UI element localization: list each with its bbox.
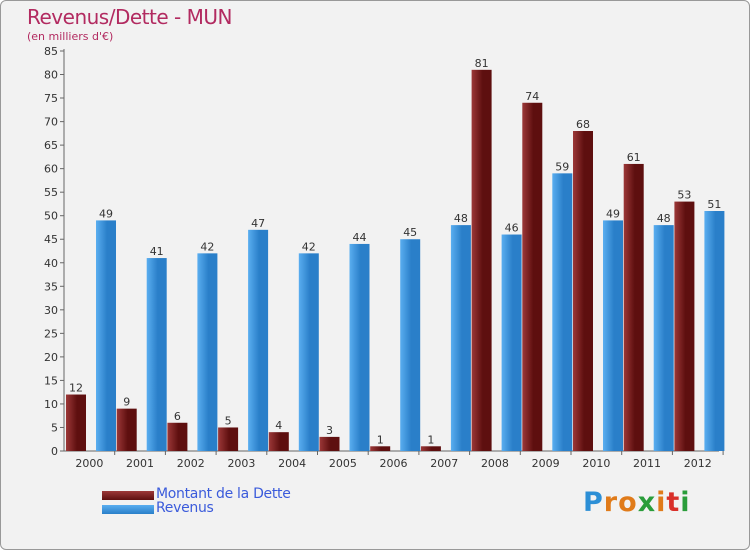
y-tick-label: 5	[51, 421, 58, 434]
bar-revenus-2010	[603, 220, 623, 451]
logo-letter: o	[618, 487, 638, 518]
y-tick-label: 40	[44, 257, 58, 270]
data-label-debt-2005: 3	[326, 424, 333, 437]
data-label-debt-2007: 1	[427, 433, 434, 446]
y-tick-label: 50	[44, 210, 58, 223]
logo-letter: i	[656, 487, 667, 518]
data-label-revenus-2007: 48	[454, 212, 468, 225]
bar-revenus-2003	[248, 229, 269, 451]
bar-debt-2002	[167, 422, 188, 451]
data-label-debt-2012: 53	[677, 189, 691, 202]
y-tick-label: 30	[44, 304, 58, 317]
data-label-debt-2006: 1	[377, 433, 384, 446]
logo-letter: x	[637, 487, 657, 518]
chart-title: Revenus/Dette - MUN	[27, 5, 232, 29]
data-label-debt-2002: 6	[174, 410, 181, 423]
bar-debt-2003	[218, 427, 239, 451]
y-tick-label: 0	[51, 445, 58, 458]
bar-revenus-2004	[298, 253, 319, 451]
bar-debt-2007	[420, 446, 441, 451]
bar-debt-2011	[623, 163, 644, 452]
legend-label-revenus: Revenus	[156, 500, 214, 516]
logo-letter: i	[680, 487, 691, 518]
bar-revenus-2001	[146, 258, 167, 451]
data-label-revenus-2006: 45	[403, 226, 417, 239]
x-tick-label: 2007	[430, 457, 458, 470]
logo-letter: t	[666, 487, 681, 518]
bar-debt-2009	[522, 102, 543, 451]
bar-debt-2004	[268, 432, 289, 451]
y-tick-label: 85	[44, 45, 58, 58]
data-label-debt-2009: 74	[525, 90, 539, 103]
x-tick-label: 2005	[329, 457, 357, 470]
x-tick-label: 2004	[278, 457, 306, 470]
y-tick-label: 35	[44, 280, 58, 293]
bar-debt-2006	[370, 446, 391, 451]
x-tick-label: 2010	[582, 457, 610, 470]
y-tick-label: 20	[44, 351, 58, 364]
data-label-debt-2004: 4	[275, 419, 282, 432]
legend-swatch-debt	[102, 491, 154, 500]
bar-revenus-2005	[349, 243, 370, 451]
y-tick-label: 70	[44, 116, 58, 129]
data-label-debt-2003: 5	[225, 414, 232, 427]
y-tick-label: 25	[44, 327, 58, 340]
bar-revenus-2009	[552, 173, 573, 451]
data-label-debt-2010: 68	[576, 118, 590, 131]
x-tick-label: 2001	[126, 457, 154, 470]
data-label-revenus-2009: 59	[555, 160, 569, 173]
data-label-revenus-2005: 44	[353, 231, 367, 244]
x-tick-label: 2008	[481, 457, 509, 470]
data-label-revenus-2001: 41	[150, 245, 164, 258]
bar-revenus-2000	[96, 220, 116, 451]
bar-revenus-2007	[450, 225, 471, 451]
data-label-revenus-2004: 42	[302, 240, 316, 253]
y-tick-label: 75	[44, 92, 58, 105]
y-tick-label: 10	[44, 398, 58, 411]
x-tick-label: 2002	[177, 457, 205, 470]
bar-revenus-2002	[197, 253, 218, 451]
y-tick-label: 55	[44, 186, 58, 199]
data-label-revenus-2000: 49	[99, 207, 113, 220]
y-tick-label: 80	[44, 69, 58, 82]
legend-swatch-revenus	[102, 505, 154, 514]
x-tick-label: 2011	[633, 457, 661, 470]
data-label-revenus-2008: 46	[505, 222, 519, 235]
y-tick-label: 15	[44, 374, 58, 387]
proxiti-logo: Proxiti	[583, 487, 691, 518]
x-tick-label: 2003	[227, 457, 255, 470]
y-tick-label: 60	[44, 163, 58, 176]
bar-revenus-2011	[653, 225, 674, 451]
x-tick-label: 2009	[532, 457, 560, 470]
bar-debt-2010	[573, 131, 593, 451]
x-tick-label: 2000	[75, 457, 103, 470]
chart-subtitle: (en milliers d'€)	[27, 30, 114, 43]
data-label-debt-2011: 61	[627, 151, 641, 164]
bar-debt-2000	[66, 394, 86, 451]
y-tick-label: 45	[44, 233, 58, 246]
data-label-debt-2008: 81	[475, 57, 489, 70]
bar-debt-2008	[471, 69, 492, 451]
data-label-revenus-2010: 49	[606, 207, 620, 220]
legend-label-debt: Montant de la Dette	[156, 486, 291, 502]
data-label-debt-2001: 9	[123, 396, 130, 409]
bar-revenus-2012	[704, 211, 725, 451]
bar-debt-2005	[319, 436, 340, 451]
bar-debt-2001	[116, 408, 137, 451]
data-label-debt-2000: 12	[69, 382, 83, 395]
data-label-revenus-2011: 48	[657, 212, 671, 225]
bar-revenus-2008	[501, 234, 522, 451]
data-label-revenus-2012: 51	[707, 198, 721, 211]
bar-revenus-2006	[400, 239, 421, 451]
x-tick-label: 2006	[380, 457, 408, 470]
x-tick-label: 2012	[684, 457, 712, 470]
y-tick-label: 65	[44, 139, 58, 152]
bar-debt-2012	[674, 201, 695, 451]
data-label-revenus-2002: 42	[200, 240, 214, 253]
data-label-revenus-2003: 47	[251, 217, 265, 230]
logo-letter: r	[603, 487, 619, 518]
logo-letter: P	[583, 487, 604, 518]
